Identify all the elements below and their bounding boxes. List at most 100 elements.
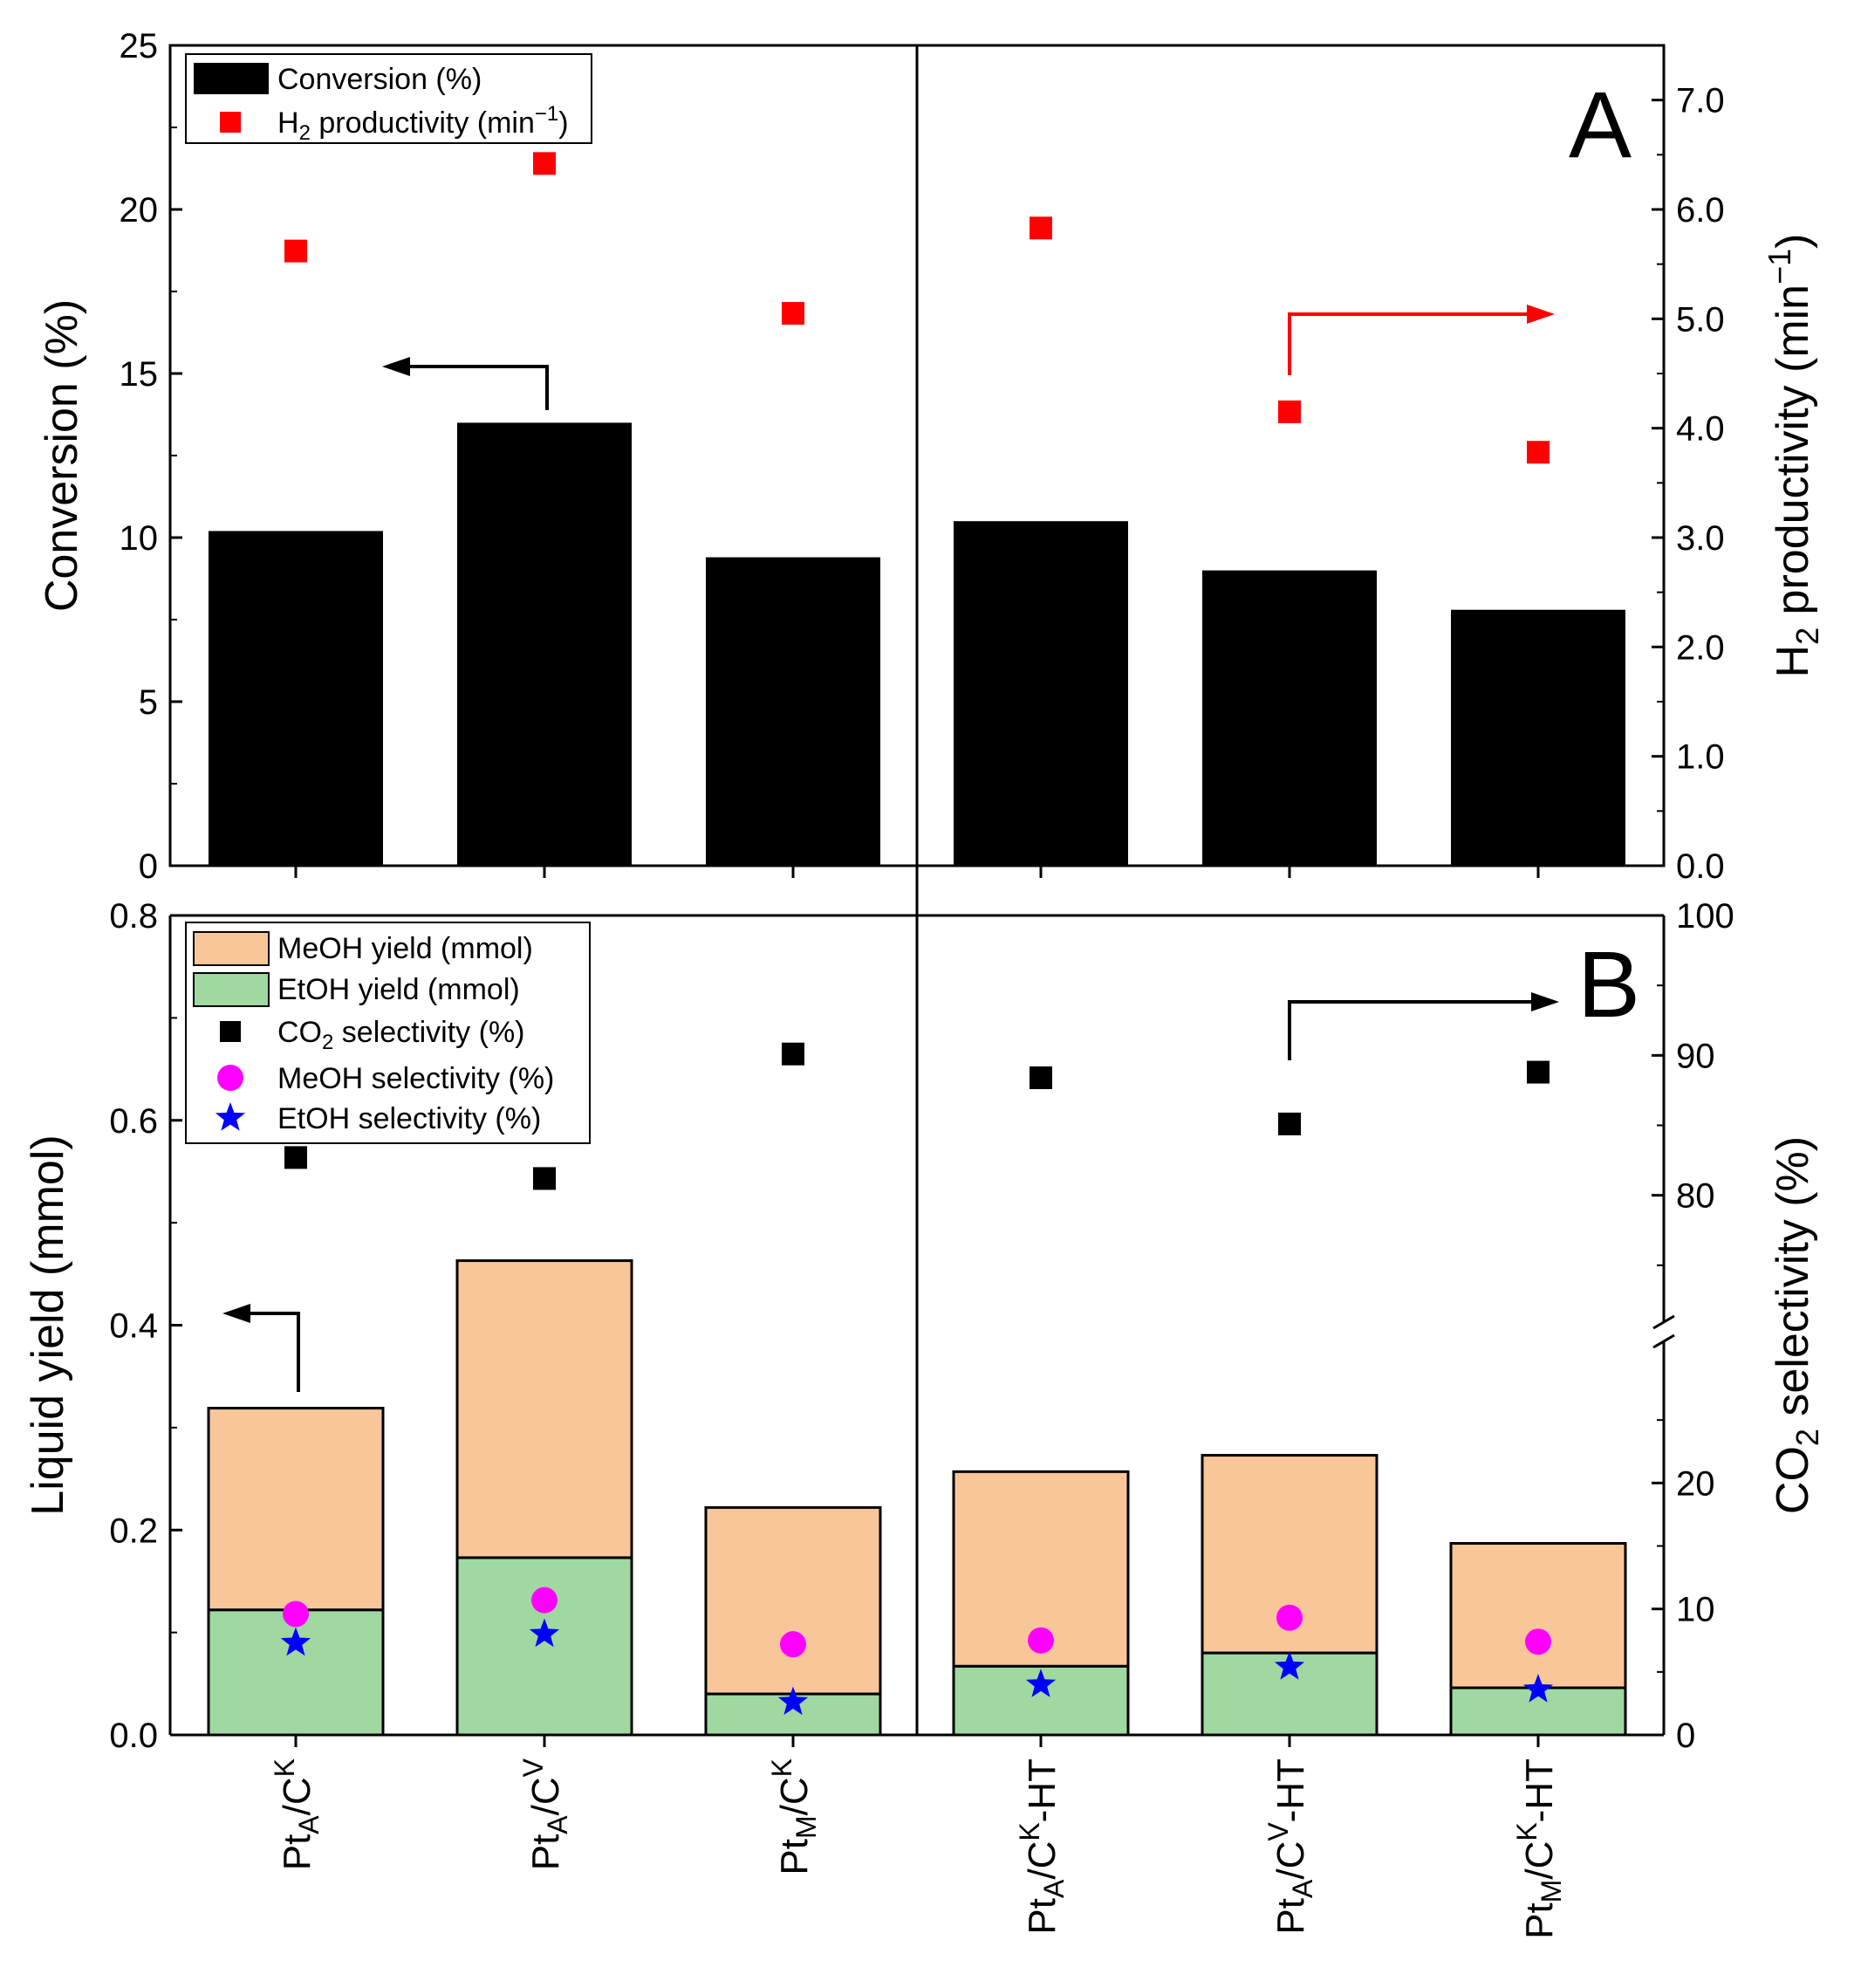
left-axis-arrow [244, 1312, 300, 1392]
y2-tick-label: 90 [1676, 1037, 1715, 1075]
legend-co2-selectivity-label: CO2 selectivity (%) [277, 1016, 525, 1054]
etoh-selectivity-point [280, 1627, 311, 1656]
co2-selectivity-point [1527, 1060, 1550, 1084]
panel-label-a: A [1569, 72, 1632, 177]
legend-meoh-yield-label: MeOH yield (mmol) [277, 932, 533, 965]
meoh-selectivity-point [780, 1631, 806, 1658]
y2-tick-label: 3.0 [1676, 519, 1725, 558]
co2-selectivity-point [284, 1146, 307, 1169]
conversion-bar [457, 422, 632, 866]
y-tick-label: 10 [120, 519, 159, 558]
meoh-selectivity-point [1525, 1628, 1551, 1656]
co2-selectivity-point [1278, 1112, 1301, 1135]
panel-b: 0.0 0.2 0.4 0.6 0.8 0 10 20 80 90 100 Liquid yield … [23, 897, 1825, 1755]
etoh-selectivity-point [529, 1618, 560, 1648]
panel-a-right-axis-title: H2 productivity (min−1) [1762, 234, 1825, 678]
y-tick-label: 0.8 [109, 897, 158, 936]
co2-selectivity-point [1030, 1066, 1052, 1089]
panel-b-left-axis-title: Liquid yield (mmol) [23, 1135, 73, 1515]
axis-break-mark [1652, 1333, 1675, 1349]
h2-productivity-point [1278, 400, 1301, 423]
meoh-selectivity-point [531, 1587, 558, 1614]
left-axis-arrow [401, 365, 549, 410]
y-tick-label: 0.2 [109, 1512, 158, 1550]
conversion-bar [954, 521, 1128, 866]
panel-label-b: B [1577, 931, 1640, 1037]
right-axis-arrowhead [1527, 305, 1555, 324]
legend-conversion-label: Conversion (%) [277, 63, 482, 96]
etoh-selectivity-point [1522, 1674, 1554, 1703]
y-tick-label: 20 [120, 191, 159, 230]
y2-tick-label: 80 [1676, 1177, 1715, 1216]
h2-productivity-point [1030, 216, 1052, 240]
etoh-selectivity-point [1274, 1651, 1305, 1680]
y2-tick-label: 2.0 [1676, 628, 1725, 667]
x-category-label: PtA/CV [517, 1758, 573, 1870]
conversion-bar [209, 531, 383, 866]
y-tick-label: 25 [120, 27, 159, 65]
y2-tick-label: 1.0 [1676, 738, 1725, 777]
meoh-yield-bar [1449, 1542, 1627, 1690]
etoh-selectivity-point [1025, 1669, 1057, 1697]
y-tick-label: 5 [139, 683, 158, 722]
x-category-label: PtA/CK-HT [1014, 1758, 1070, 1935]
y2-tick-label: 10 [1676, 1591, 1715, 1629]
right-axis-arrow [1288, 1000, 1531, 1060]
co2-selectivity-point [782, 1042, 804, 1066]
shared-x-axis: PtA/CK PtA/CV PtM/CK PtA/CK-HT PtA/CV-HT PtM/… [269, 45, 1567, 1939]
h2-productivity-point [284, 239, 307, 263]
etoh-selectivity-point [777, 1686, 809, 1715]
etoh-yield-bar [455, 1556, 633, 1737]
y2-tick-label: 0 [1676, 1717, 1695, 1755]
legend-meoh-yield-swatch [193, 931, 270, 966]
meoh-yield-bar [455, 1259, 633, 1560]
y2-tick-label: 5.0 [1676, 300, 1725, 339]
x-category-label: PtA/CV-HT [1262, 1758, 1318, 1935]
legend-meoh-selectivity-label: MeOH selectivity (%) [277, 1062, 554, 1095]
legend-co2-selectivity-swatch [220, 1021, 241, 1042]
legend-etoh-selectivity-swatch [215, 1102, 246, 1131]
panel-a-left-axis-title: Conversion (%) [37, 299, 87, 612]
conversion-bar [1202, 570, 1377, 866]
meoh-yield-bar [207, 1407, 385, 1612]
legend-etoh-yield-label: EtOH yield (mmol) [277, 973, 520, 1006]
y-tick-label: 0.0 [109, 1717, 158, 1755]
y-tick-label: 0.4 [109, 1307, 158, 1346]
conversion-bar [1451, 609, 1625, 866]
x-category-label: PtM/CK-HT [1511, 1758, 1567, 1939]
x-category-label: PtA/CK [269, 1758, 325, 1870]
y2-tick-label: 100 [1676, 897, 1734, 936]
h2-productivity-point [1527, 441, 1550, 464]
right-axis-arrowhead [1531, 992, 1559, 1011]
y2-tick-label: 7.0 [1676, 82, 1725, 120]
h2-productivity-point [782, 302, 804, 326]
y2-tick-label: 20 [1676, 1464, 1715, 1503]
y2-tick-label: 4.0 [1676, 410, 1725, 449]
legend-conversion-swatch [194, 63, 269, 94]
panel-b-right-axis-title: CO2 selectivity (%) [1768, 1136, 1825, 1514]
left-axis-arrowhead [382, 357, 410, 376]
y-tick-label: 0 [139, 847, 158, 886]
legend-h2-swatch [220, 112, 241, 133]
y-tick-label: 0.6 [109, 1102, 158, 1141]
legend-etoh-selectivity-label: EtOH selectivity (%) [277, 1102, 541, 1135]
legend-meoh-selectivity-swatch [217, 1065, 243, 1091]
y-tick-label: 15 [120, 355, 159, 394]
right-axis-arrow [1288, 312, 1527, 375]
legend-h2-label: H2 productivity (min−1) [277, 102, 569, 145]
meoh-selectivity-point [1028, 1627, 1054, 1654]
conversion-bar [706, 557, 880, 866]
meoh-selectivity-point [1276, 1604, 1303, 1631]
meoh-selectivity-point [283, 1601, 309, 1628]
co2-selectivity-point [533, 1167, 556, 1190]
y2-tick-label: 0.0 [1676, 847, 1725, 886]
y2-tick-label: 6.0 [1676, 191, 1725, 230]
legend-etoh-yield-swatch [193, 972, 270, 1007]
meoh-yield-bar [704, 1505, 882, 1696]
panel-a: 0 5 10 15 20 25 0.0 1.0 2.0 3.0 4.0 5.0 6.0 7.0 Conver… [37, 27, 1825, 886]
x-category-label: PtM/CK [766, 1758, 822, 1875]
h2-productivity-point [533, 152, 556, 175]
axis-break-mark [1652, 1314, 1675, 1330]
left-axis-arrowhead [222, 1304, 250, 1323]
